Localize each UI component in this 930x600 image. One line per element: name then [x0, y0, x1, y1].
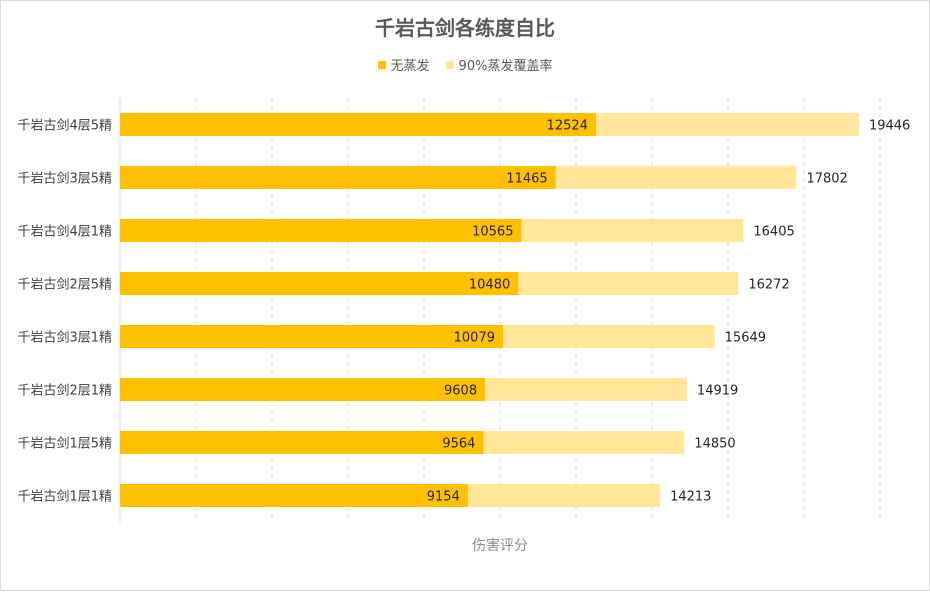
- data-label-vaporize-90: 16405: [753, 225, 794, 240]
- data-label-no-vaporize: 11465: [506, 172, 547, 187]
- bar-no-vaporize: [120, 272, 519, 295]
- data-label-no-vaporize: 12524: [547, 119, 588, 134]
- data-label-vaporize-90: 14213: [670, 490, 711, 505]
- legend: 无蒸发 90%蒸发覆盖率: [0, 55, 930, 74]
- bar-no-vaporize: [120, 113, 596, 136]
- data-label-vaporize-90: 19446: [869, 119, 910, 134]
- bar-no-vaporize: [120, 484, 468, 507]
- data-label-vaporize-90: 16272: [748, 278, 789, 293]
- bar-no-vaporize: [120, 219, 522, 242]
- data-label-no-vaporize: 9608: [444, 384, 477, 399]
- legend-swatch-no-vaporize: [377, 60, 386, 69]
- x-axis-title: 伤害评分: [472, 538, 528, 554]
- legend-swatch-vaporize-90: [445, 60, 454, 69]
- y-tick-label: 千岩古剑1层5精: [17, 436, 112, 452]
- data-label-no-vaporize: 9154: [427, 490, 460, 505]
- y-tick-label: 千岩古剑4层1精: [17, 224, 112, 240]
- legend-item-vaporize-90: 90%蒸发覆盖率: [445, 55, 553, 74]
- data-label-vaporize-90: 17802: [806, 172, 847, 187]
- data-label-no-vaporize: 10565: [472, 225, 513, 240]
- legend-item-no-vaporize: 无蒸发: [377, 55, 430, 74]
- data-label-no-vaporize: 9564: [442, 437, 475, 452]
- bar-no-vaporize: [120, 325, 504, 348]
- y-tick-label: 千岩古剑4层5精: [17, 118, 112, 134]
- legend-label-no-vaporize: 无蒸发: [390, 59, 430, 74]
- y-tick-label: 千岩古剑3层1精: [17, 330, 112, 346]
- data-label-vaporize-90: 15649: [725, 331, 766, 346]
- legend-label-vaporize-90: 90%蒸发覆盖率: [458, 59, 553, 74]
- bar-no-vaporize: [120, 431, 484, 454]
- y-tick-label: 千岩古剑2层1精: [17, 383, 112, 399]
- data-label-vaporize-90: 14919: [697, 384, 738, 399]
- y-tick-label: 千岩古剑2层5精: [17, 277, 112, 293]
- chart-title: 千岩古剑各练度自比: [375, 16, 555, 40]
- data-label-no-vaporize: 10480: [469, 278, 510, 293]
- data-label-vaporize-90: 14850: [694, 437, 735, 452]
- bar-no-vaporize: [120, 166, 556, 189]
- bar-no-vaporize: [120, 378, 486, 401]
- y-tick-label: 千岩古剑1层1精: [17, 489, 112, 505]
- y-tick-label: 千岩古剑3层5精: [17, 171, 112, 187]
- data-label-no-vaporize: 10079: [454, 331, 495, 346]
